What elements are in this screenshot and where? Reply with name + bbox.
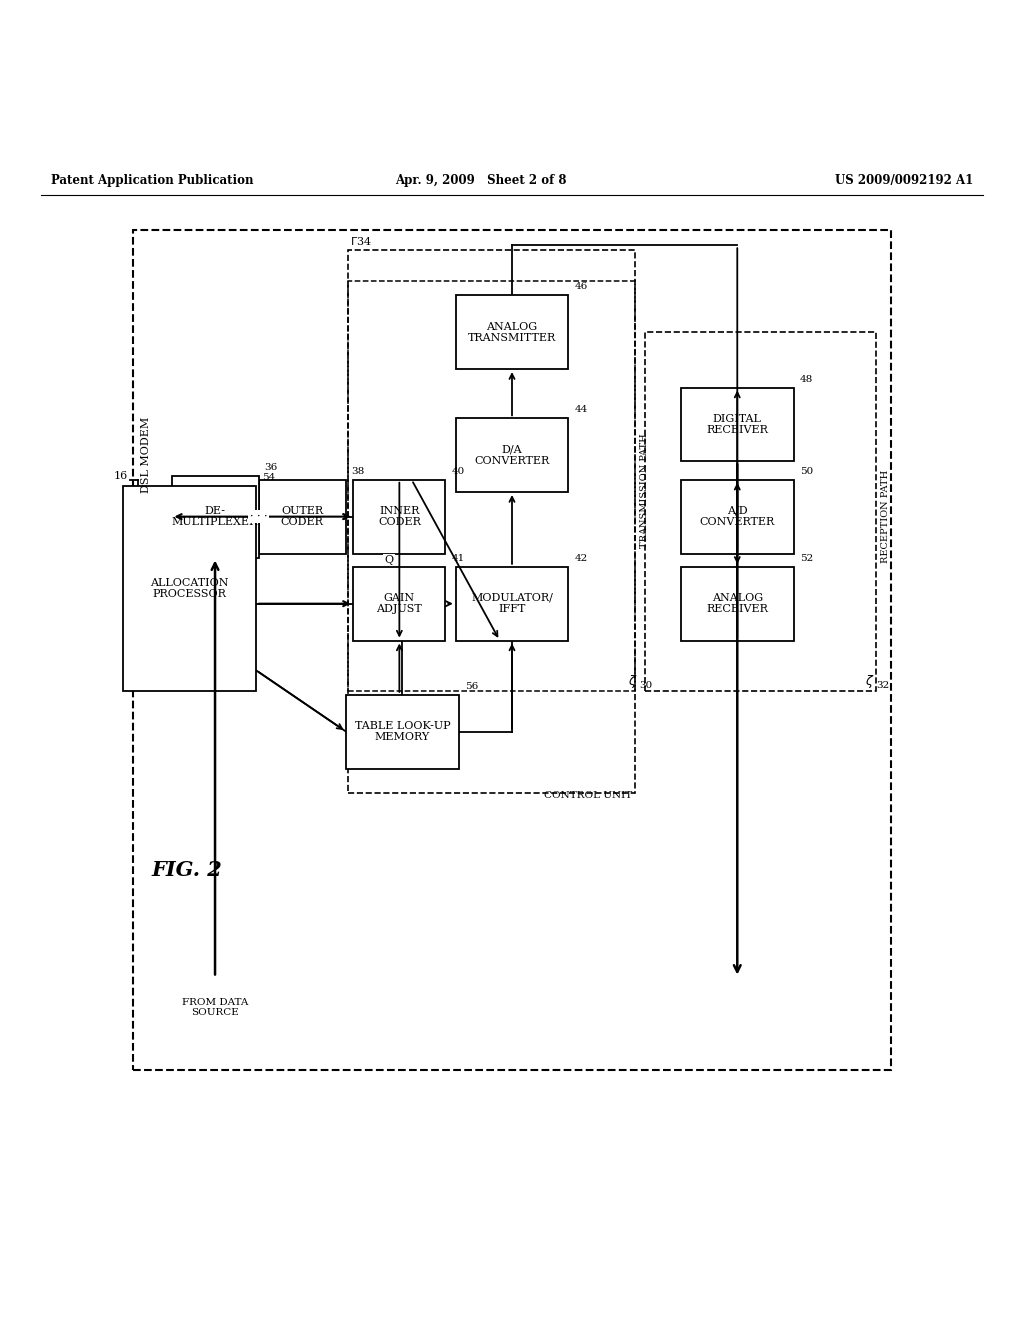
Text: FROM DATA
SOURCE: FROM DATA SOURCE [182,998,248,1018]
Text: OUTER
CODER: OUTER CODER [281,506,324,528]
Bar [123,486,256,690]
Text: D/A
CONVERTER: D/A CONVERTER [474,445,550,466]
Text: 42: 42 [574,553,588,562]
Text: DSL MODEM: DSL MODEM [141,417,152,494]
Text: 44: 44 [574,405,588,414]
Text: Q: Q [385,556,393,565]
Bar [645,333,876,690]
Text: ANALOG
RECEIVER: ANALOG RECEIVER [707,593,768,615]
Text: 40: 40 [452,467,465,475]
Text: MODULATOR/
IFFT: MODULATOR/ IFFT [471,593,553,615]
Text: CONTROL UNIT: CONTROL UNIT [544,791,632,800]
Text: US 2009/0092192 A1: US 2009/0092192 A1 [835,174,973,187]
Text: 30: 30 [639,681,652,689]
Text: Apr. 9, 2009   Sheet 2 of 8: Apr. 9, 2009 Sheet 2 of 8 [395,174,567,187]
Text: GAIN
ADJUST: GAIN ADJUST [377,593,422,615]
Text: DIGITAL
RECEIVER: DIGITAL RECEIVER [707,413,768,436]
Bar [258,479,346,553]
Bar [456,418,568,492]
Text: · · ·: · · · [250,512,267,521]
Text: 54: 54 [262,473,275,482]
Text: FIG. 2: FIG. 2 [152,859,222,880]
Text: 48: 48 [800,375,813,384]
Text: $\Gamma$34: $\Gamma$34 [350,235,372,247]
Bar [353,479,445,553]
Text: ANALOG
TRANSMITTER: ANALOG TRANSMITTER [468,322,556,343]
Bar [353,566,445,640]
Bar [346,694,459,768]
Text: 46: 46 [574,282,588,292]
Text: 50: 50 [800,467,813,475]
Bar [681,566,794,640]
Text: RECEPTION PATH: RECEPTION PATH [881,470,890,564]
Text: 32: 32 [877,681,890,689]
Text: Patent Application Publication: Patent Application Publication [51,174,254,187]
Text: $\zeta$: $\zeta$ [628,673,637,689]
Text: DE-
MULTIPLEXER: DE- MULTIPLEXER [172,506,258,528]
Text: $\zeta$: $\zeta$ [865,673,874,689]
Bar [348,281,635,690]
Bar [348,251,635,793]
Text: A/D
CONVERTER: A/D CONVERTER [699,506,775,528]
Bar [133,230,891,1069]
Text: ALLOCATION
PROCESSOR: ALLOCATION PROCESSOR [151,578,228,599]
Text: 56: 56 [465,681,478,690]
Text: INNER
CODER: INNER CODER [378,506,421,528]
Bar [681,479,794,553]
Bar [171,475,258,557]
Text: TRANSMISSION PATH: TRANSMISSION PATH [640,434,649,548]
Text: 41: 41 [452,553,465,562]
Text: 16: 16 [114,471,128,480]
Text: 38: 38 [352,467,365,475]
Text: TABLE LOOK-UP
MEMORY: TABLE LOOK-UP MEMORY [354,721,451,742]
Bar [681,388,794,462]
Bar [456,296,568,370]
Bar [456,566,568,640]
Text: 52: 52 [800,553,813,562]
Text: 36: 36 [264,462,278,471]
